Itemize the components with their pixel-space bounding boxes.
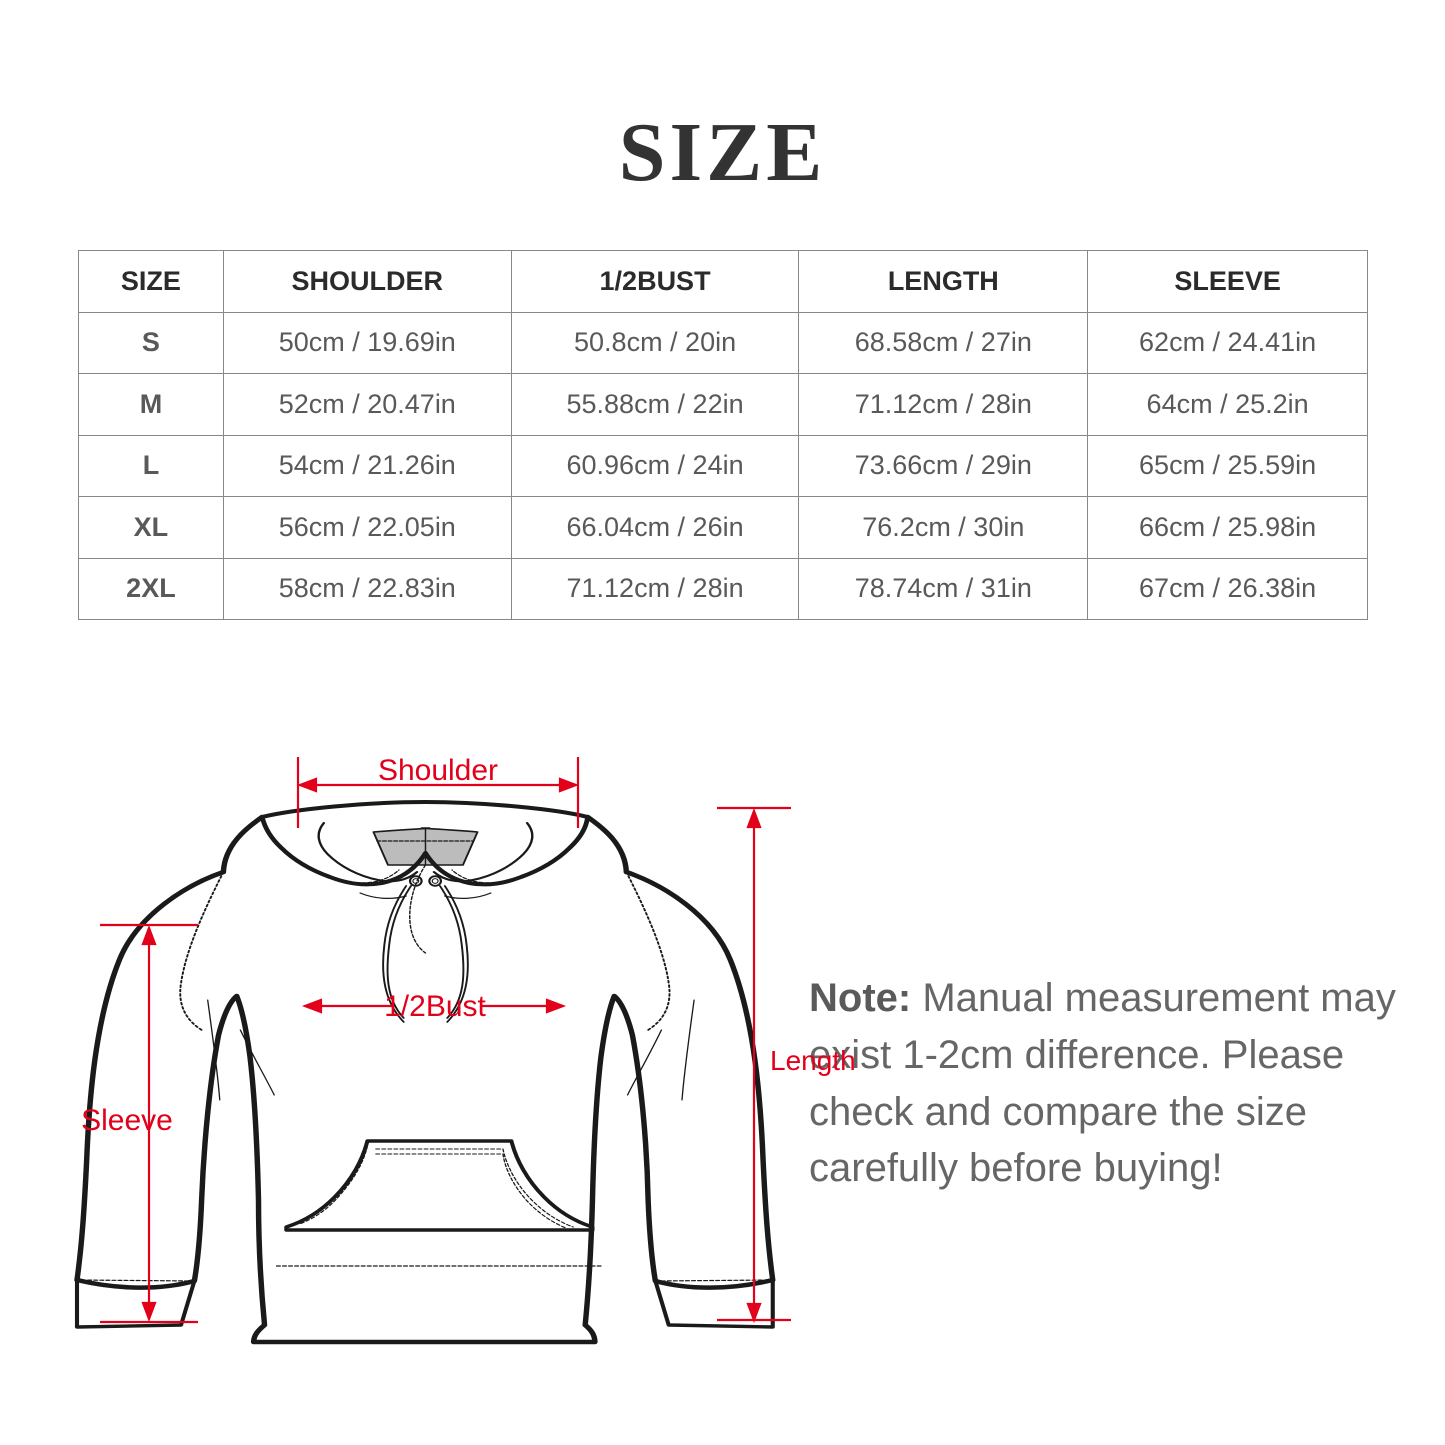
svg-text:Length: Length bbox=[770, 1045, 856, 1076]
svg-text:Sleeve: Sleeve bbox=[81, 1104, 173, 1137]
svg-text:1/2Bust: 1/2Bust bbox=[384, 990, 486, 1023]
svg-text:Shoulder: Shoulder bbox=[378, 754, 498, 787]
